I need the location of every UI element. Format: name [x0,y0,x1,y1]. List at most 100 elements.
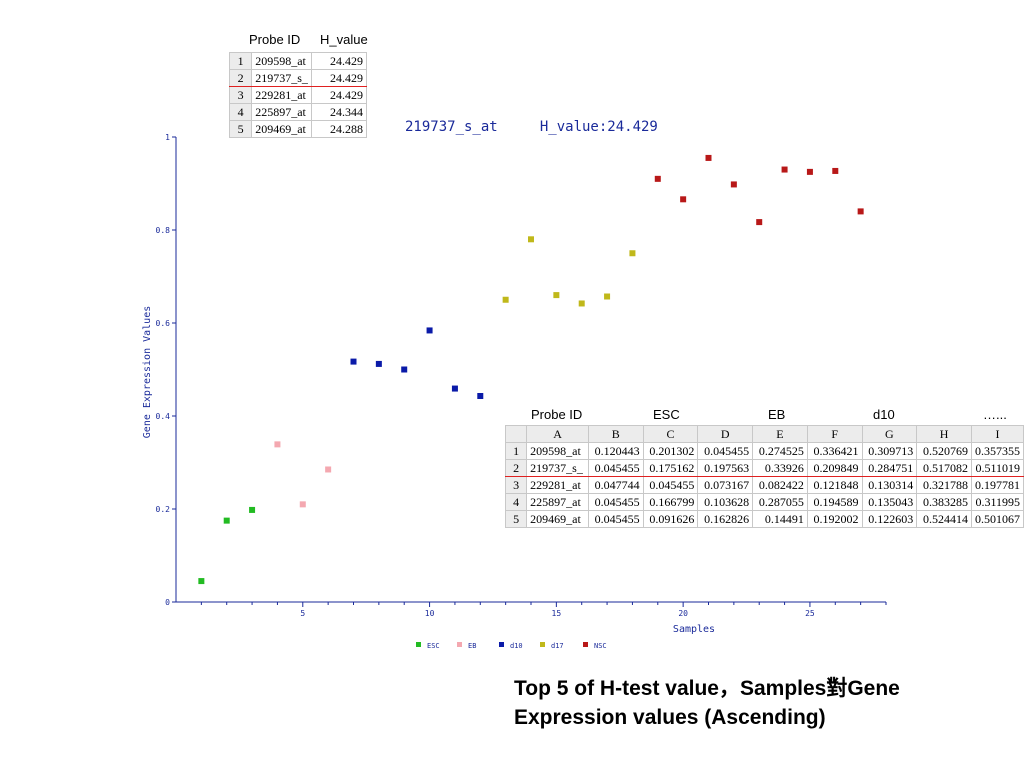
data-point-esc [249,506,256,513]
y-axis-label: Gene Expression Values [142,306,153,438]
legend-label: EB [468,642,476,650]
expression-value-cell: 0.175162 [642,459,699,477]
bottom-table-group-more: …... [983,407,1007,422]
expression-value-cell: 0.14491 [752,510,808,528]
column-letter: C [642,425,699,443]
data-point-nsc [832,167,839,174]
data-point-d17 [553,292,560,299]
data-point-d10 [426,327,433,334]
data-point-nsc [705,154,712,161]
expression-values-table: A B C D E F G H I 1 209598_at 0.120443 0.201302 0.045… [504,425,1024,528]
y-tick-label: 0.2 [156,505,171,514]
expression-table-row: 1 209598_at 0.120443 0.201302 0.045455 0.2745… [504,442,1024,460]
y-tick-label: 0.6 [156,319,171,328]
row-number: 4 [504,493,528,511]
column-letter: D [697,425,754,443]
legend-swatch-eb [457,642,462,647]
expression-value-cell: 0.321788 [916,476,972,494]
data-point-nsc [654,175,661,182]
expression-value-cell: 0.287055 [752,493,808,511]
expression-value-cell: 0.162826 [697,510,754,528]
expression-value-cell: 0.524414 [916,510,972,528]
expression-value-cell: 0.309713 [861,442,918,460]
expression-value-cell: 0.192002 [806,510,863,528]
y-tick-label: 0.4 [156,412,171,421]
data-point-nsc [756,219,763,226]
x-axis-label: Samples [673,624,715,635]
row-number: 2 [504,459,528,477]
expression-value-cell: 0.135043 [861,493,918,511]
probe-id-cell: 209598_at [526,442,589,460]
data-point-d17 [528,236,534,243]
y-tick-label: 1 [165,133,170,142]
data-point-nsc [781,166,788,173]
expression-value-cell: 0.311995 [970,493,1024,511]
data-point-esc [198,578,205,585]
expression-value-cell: 0.045455 [587,510,644,528]
legend-swatch-esc [416,642,421,647]
data-point-d17 [502,296,509,303]
expression-value-cell: 0.122603 [861,510,918,528]
column-letter: E [752,425,808,443]
data-point-eb [299,501,306,508]
legend-swatch-nsc [583,642,588,647]
legend-swatch-d10 [499,642,504,647]
legend-label: NSC [594,642,607,650]
x-tick-label: 5 [300,609,305,618]
data-point-eb [274,441,281,448]
row-number: 1 [504,442,528,460]
x-tick-label: 10 [425,609,435,618]
expression-value-cell: 0.120443 [587,442,644,460]
probe-id-cell: 229281_at [251,86,312,104]
expression-value-cell: 0.201302 [642,442,699,460]
expression-value-cell: 0.082422 [752,476,808,494]
x-tick-label: 15 [552,609,562,618]
chart-axes: 00.20.40.60.815 10 15 20 25 [156,133,887,618]
row-number: 2 [228,69,253,87]
x-tick-label: 20 [678,609,688,618]
column-letter: H [916,425,972,443]
column-letter: I [970,425,1024,443]
bottom-table-group-esc: ESC [653,407,680,422]
expression-value-cell: 0.197563 [697,459,754,477]
h-value-cell: 24.429 [310,69,368,87]
data-point-d17 [604,293,611,300]
row-number: 1 [228,52,253,70]
top-table-row: 4 225897_at 24.344 [228,103,368,121]
expression-value-cell: 0.501067 [970,510,1024,528]
expression-value-cell: 0.33926 [752,459,808,477]
top-h-value-table: 1 209598_at 24.429 2 219737_s_ 24.429 3 229281_… [228,52,368,138]
top-table-row: 1 209598_at 24.429 [228,52,368,70]
bottom-table-group-eb: EB [768,407,786,422]
probe-id-cell: 209598_at [251,52,312,70]
top-table-row: 2 219737_s_ 24.429 [228,69,368,87]
probe-id-cell: 209469_at [526,510,589,528]
data-point-d10 [375,360,382,367]
expression-value-cell: 0.121848 [806,476,863,494]
column-letter: G [861,425,918,443]
expression-value-cell: 0.045455 [642,476,699,494]
chart-legend: ESC EB d10 d17 NSC [416,642,607,650]
top-table-row: 3 229281_at 24.429 [228,86,368,104]
legend-label: d10 [510,642,523,650]
expression-value-cell: 0.284751 [861,459,918,477]
row-number: 5 [504,510,528,528]
expression-value-cell: 0.045455 [587,459,644,477]
h-value-cell: 24.344 [310,103,368,121]
expression-table-row: 2 219737_s_ 0.045455 0.175162 0.197563 0.3392… [504,459,1024,477]
data-point-d10 [350,358,357,365]
data-point-d10 [477,393,484,400]
expression-value-cell: 0.194589 [806,493,863,511]
data-point-eb [325,466,332,473]
expression-value-cell: 0.511019 [970,459,1024,477]
top-table-header-probe: Probe ID [249,32,301,47]
expression-table-row: 3 229281_at 0.047744 0.045455 0.073167 0.0824… [504,476,1024,494]
legend-label: ESC [427,642,440,650]
chart-marks [198,154,864,585]
h-value-cell: 24.429 [310,52,368,70]
column-letter: F [806,425,863,443]
column-letter: B [587,425,644,443]
probe-id-cell: 225897_at [526,493,589,511]
expression-value-cell: 0.045455 [697,442,754,460]
